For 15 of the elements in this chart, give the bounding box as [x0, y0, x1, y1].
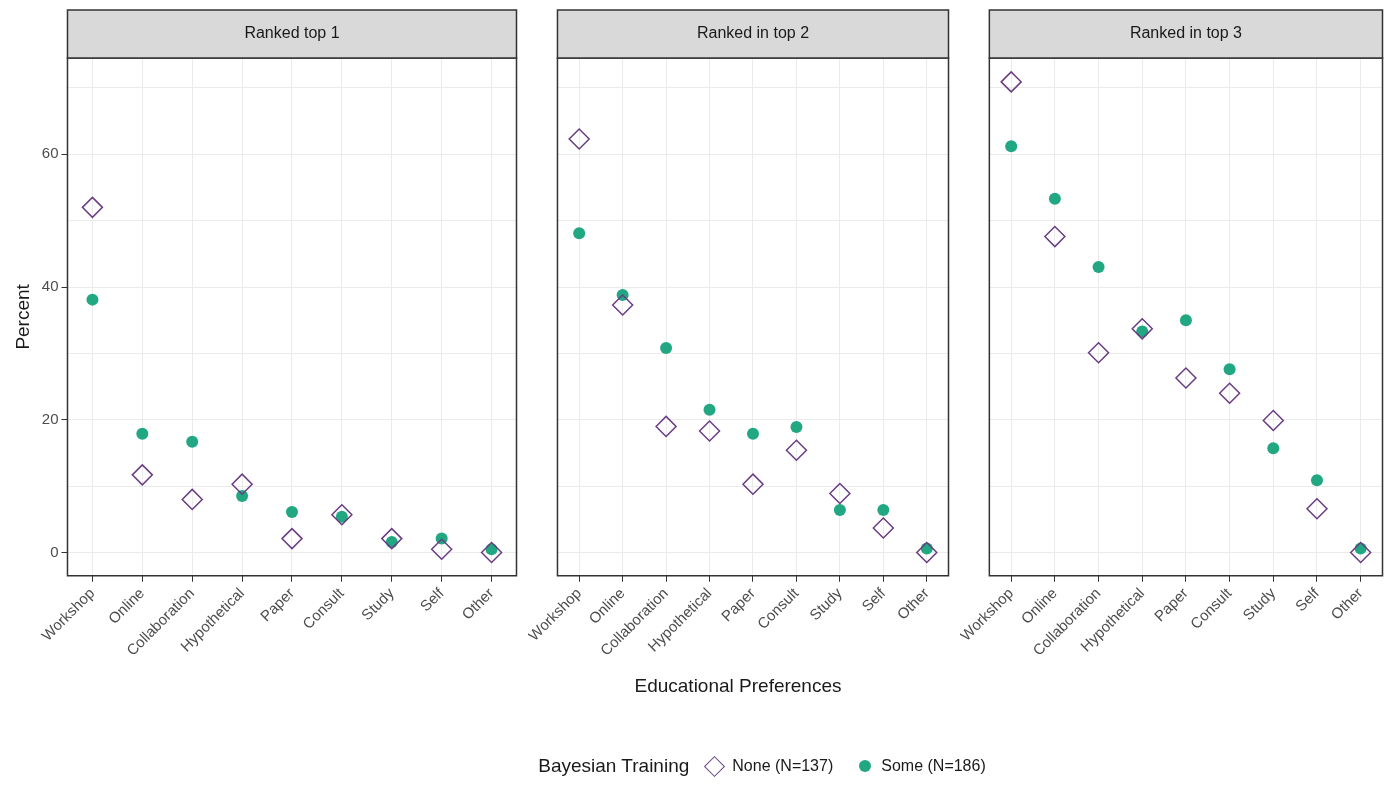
x-axis-title: Educational Preferences: [633, 675, 843, 697]
y-tick-label: 40: [41, 277, 59, 295]
legend-label: Some (N=186): [881, 757, 986, 775]
y-tick-label: 60: [41, 144, 59, 162]
chart-title: Ranked in top 2: [696, 24, 810, 42]
chart-title: Ranked top 1: [244, 24, 340, 42]
x-tick-label: Self: [858, 583, 889, 615]
chart-title: Ranked in top 3: [1129, 24, 1243, 42]
legend-title: Bayesian Training: [538, 755, 690, 777]
y-tick-label: 20: [41, 409, 59, 427]
y-tick-label: 0: [50, 542, 59, 560]
y-axis-title: Percent: [11, 283, 33, 350]
x-tick-label: Self: [416, 583, 448, 615]
legend-label: None (N=137): [732, 757, 834, 775]
x-tick-label: Self: [1291, 583, 1323, 615]
